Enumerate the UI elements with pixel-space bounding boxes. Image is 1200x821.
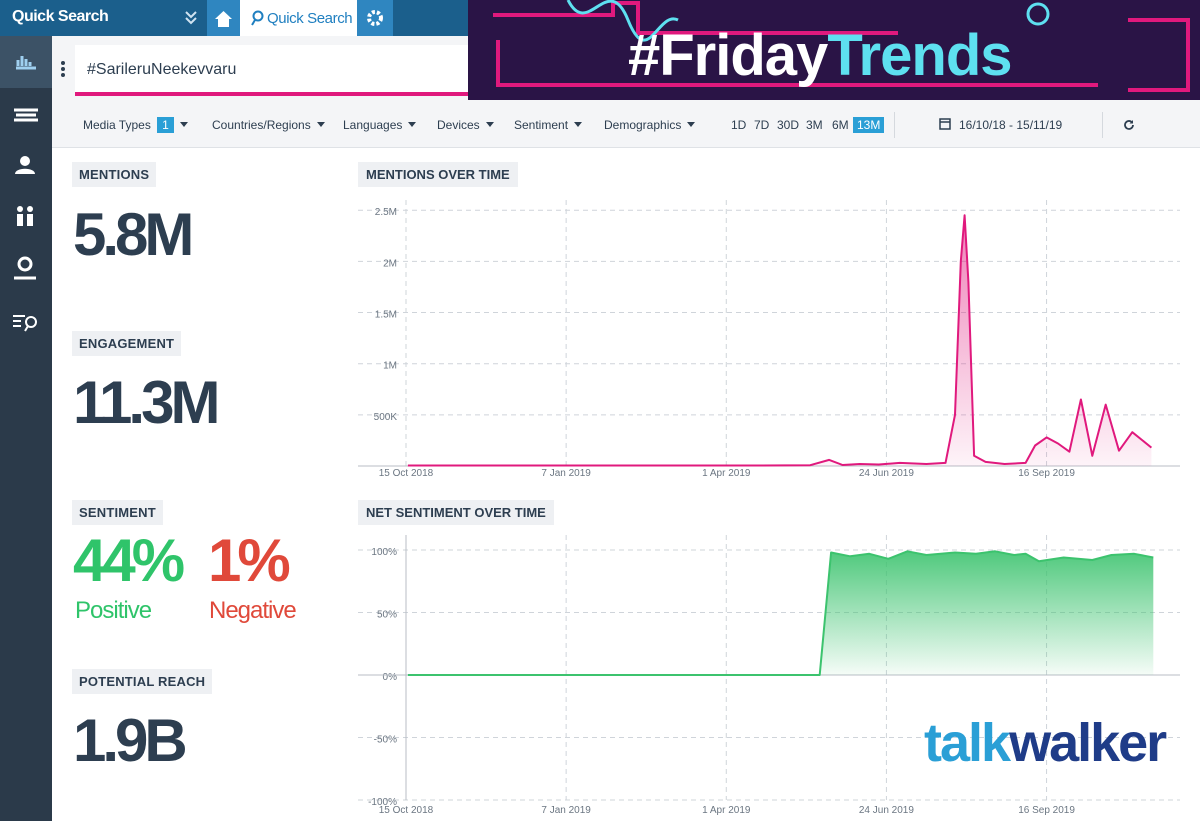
logo-part2: walker — [1009, 713, 1167, 773]
filter-label: Media Types — [83, 118, 151, 132]
y-tick-label: 1.5M — [375, 310, 397, 321]
x-tick-label: 7 Jan 2019 — [541, 468, 591, 479]
area-fill — [407, 551, 1154, 675]
kpi-positive-label: Positive — [75, 597, 152, 624]
period-button[interactable]: 30D — [777, 118, 800, 132]
x-tick-label: 1 Apr 2019 — [702, 805, 751, 816]
period-selected[interactable]: 13M — [853, 117, 885, 133]
nav-influencers[interactable] — [0, 140, 52, 192]
banner-part2: Trends — [827, 23, 1012, 88]
filter-countries[interactable]: Countries/Regions — [212, 118, 325, 132]
kpi-value: 11.3M — [73, 369, 220, 436]
date-range[interactable]: 16/10/18 - 15/11/19 — [959, 118, 1063, 132]
period-button[interactable]: 1D — [731, 118, 747, 132]
y-tick-label: 500K — [374, 412, 398, 423]
banner-text: #FridayTrends — [628, 22, 1013, 89]
nav-demographics[interactable] — [0, 192, 52, 244]
filter-media-types[interactable]: Media Types 1 — [83, 117, 188, 133]
banner: #FridayTrends — [468, 0, 1200, 100]
settings-button[interactable] — [357, 0, 393, 36]
logo: talkwalker — [924, 712, 1167, 774]
kpi-value: 1.9B — [73, 707, 188, 774]
home-button[interactable] — [207, 0, 240, 36]
logo-part1: talk — [924, 713, 1011, 773]
period-button[interactable]: 7D — [754, 118, 770, 132]
x-tick-label: 24 Jun 2019 — [859, 805, 914, 816]
filter-devices[interactable]: Devices — [437, 118, 494, 132]
sidebar — [0, 36, 52, 821]
y-tick-label: -50% — [374, 735, 397, 746]
x-tick-label: 24 Jun 2019 — [859, 468, 914, 479]
period-button[interactable]: 3M — [806, 118, 823, 132]
kpi-value: 5.8M — [73, 201, 194, 268]
y-tick-label: 50% — [377, 610, 397, 621]
y-tick-label: 1M — [383, 361, 397, 372]
tab-label: Quick Search — [267, 10, 353, 27]
kpi-label: ENGAGEMENT — [72, 331, 182, 356]
filter-demographics[interactable]: Demographics — [604, 118, 695, 132]
filter-sentiment[interactable]: Sentiment — [514, 118, 582, 132]
area-line — [407, 214, 1153, 467]
x-tick-label: 1 Apr 2019 — [702, 468, 751, 479]
kpi-label: POTENTIAL REACH — [72, 669, 213, 694]
banner-part1: #Friday — [628, 23, 828, 88]
kpi-label: SENTIMENT — [72, 500, 163, 525]
x-tick-label: 15 Oct 2018 — [379, 805, 434, 816]
period-button[interactable]: 6M — [832, 118, 849, 132]
filter-bar: Media Types 1 Countries/Regions Language… — [52, 100, 1200, 148]
search-query: #SarileruNeekevvaru — [87, 61, 237, 78]
kpi-negative: 1% — [208, 527, 291, 594]
nav-map[interactable] — [0, 244, 52, 296]
x-tick-label: 16 Sep 2019 — [1018, 805, 1075, 816]
x-tick-label: 16 Sep 2019 — [1018, 468, 1075, 479]
search-input[interactable]: #SarileruNeekevvaru — [75, 45, 468, 96]
menu-dots[interactable] — [60, 60, 66, 78]
kpi-negative-label: Negative — [209, 597, 297, 624]
refresh-button[interactable] — [1123, 119, 1135, 131]
kpi-positive: 44% — [73, 527, 185, 594]
x-tick-label: 7 Jan 2019 — [541, 805, 591, 816]
area-line — [407, 550, 1154, 676]
collapse-icon[interactable] — [184, 10, 198, 26]
chart-title: MENTIONS OVER TIME — [358, 162, 518, 187]
filter-count: 1 — [157, 117, 174, 133]
nav-search-list[interactable] — [0, 296, 52, 348]
y-tick-label: 2.5M — [375, 207, 397, 218]
app-title: Quick Search — [12, 8, 109, 25]
nav-overview[interactable] — [0, 36, 52, 88]
y-tick-label: 0% — [383, 672, 398, 683]
calendar-icon — [939, 118, 951, 130]
filter-languages[interactable]: Languages — [343, 118, 416, 132]
top-bar: Quick Search Quick Search — [0, 0, 468, 36]
active-tab[interactable]: Quick Search — [240, 0, 357, 36]
y-tick-label: -100% — [368, 797, 397, 808]
area-fill — [407, 215, 1152, 466]
x-tick-label: 15 Oct 2018 — [379, 468, 434, 479]
kpi-label: MENTIONS — [72, 162, 157, 187]
divider — [894, 112, 895, 138]
nav-results[interactable] — [0, 88, 52, 140]
y-tick-label: 2M — [383, 258, 397, 269]
divider — [1102, 112, 1103, 138]
search-row: #SarileruNeekevvaru — [52, 36, 468, 100]
chart-title: NET SENTIMENT OVER TIME — [358, 500, 554, 525]
y-tick-label: 100% — [371, 547, 397, 558]
